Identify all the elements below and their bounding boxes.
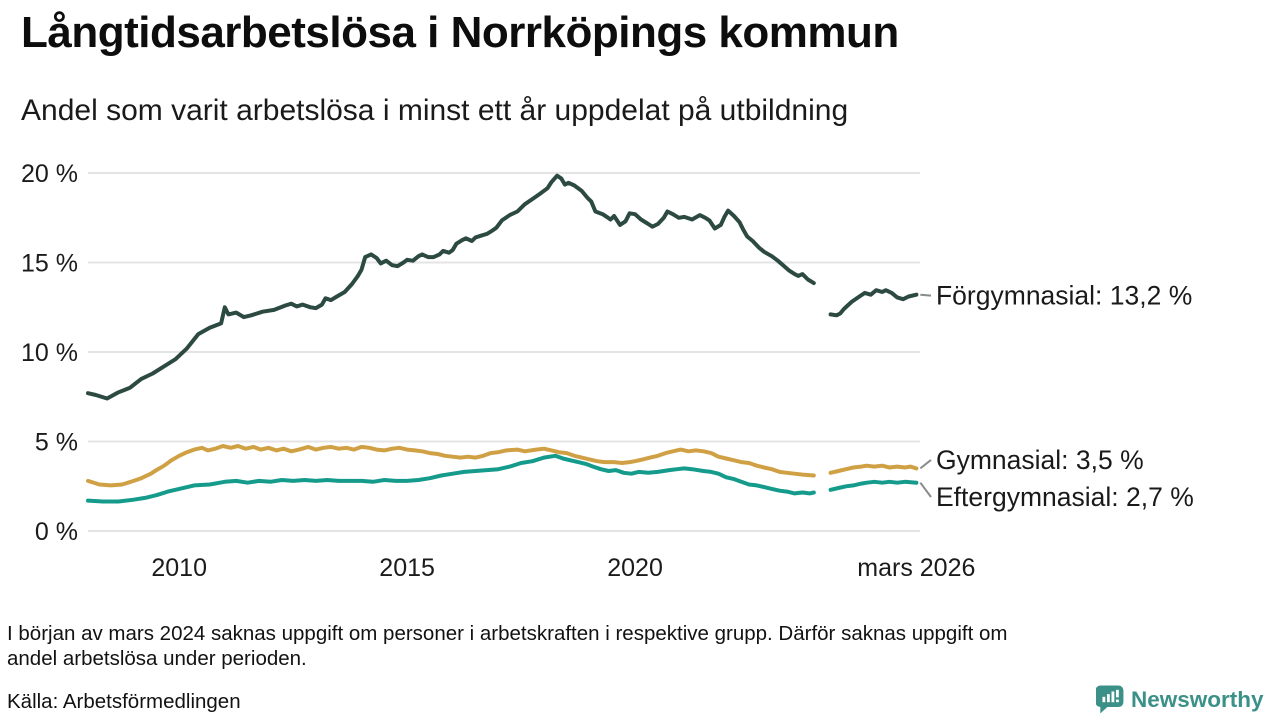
- series-line-förgymnasial: [86, 173, 816, 401]
- series-line-gymnasial: [86, 444, 816, 488]
- label-connector-förgymnasial: [920, 293, 932, 297]
- series-line-förgymnasial: [828, 288, 919, 318]
- newsworthy-wordmark: Newsworthy: [1131, 686, 1264, 712]
- y-tick-label: 5 %: [35, 429, 78, 457]
- footnote-line-2: andel arbetslösa under perioden.: [7, 647, 307, 670]
- newsworthy-logo: Newsworthy: [1096, 685, 1264, 714]
- footnote: I början av mars 2024 saknas uppgift om …: [7, 621, 1267, 671]
- label-connector-eftergymnasial: [919, 482, 932, 498]
- label-connector-gymnasial: [919, 459, 932, 470]
- series-end-label-förgymnasial: Förgymnasial: 13,2 %: [936, 281, 1192, 311]
- x-tick-label: mars 2026: [857, 554, 975, 582]
- source-label: Källa: Arbetsförmedlingen: [7, 690, 241, 713]
- page-title: Långtidsarbetslösa i Norrköpings kommun: [21, 8, 899, 57]
- x-tick-label: 2020: [607, 554, 663, 582]
- y-tick-label: 20 %: [21, 160, 78, 188]
- series-line-eftergymnasial: [86, 453, 816, 504]
- chart-subtitle: Andel som varit arbetslösa i minst ett å…: [21, 94, 849, 127]
- series-line-gymnasial: [828, 463, 919, 475]
- y-tick-label: 0 %: [35, 518, 78, 546]
- line-chart: 20 % 15 % 10 % 5 % 0 % 2010 2015 2020 mars 2026 F…: [21, 160, 1194, 582]
- y-tick-label: 15 %: [21, 250, 78, 278]
- footnote-line-1: I början av mars 2024 saknas uppgift om …: [7, 622, 1008, 645]
- series-end-label-gymnasial: Gymnasial: 3,5 %: [936, 445, 1144, 475]
- newsworthy-logo-icon: [1096, 685, 1124, 714]
- series-end-label-eftergymnasial: Eftergymnasial: 2,7 %: [936, 482, 1194, 512]
- y-tick-label: 10 %: [21, 339, 78, 367]
- x-tick-label: 2015: [379, 554, 435, 582]
- x-tick-label: 2010: [151, 554, 207, 582]
- series-line-eftergymnasial: [828, 479, 919, 492]
